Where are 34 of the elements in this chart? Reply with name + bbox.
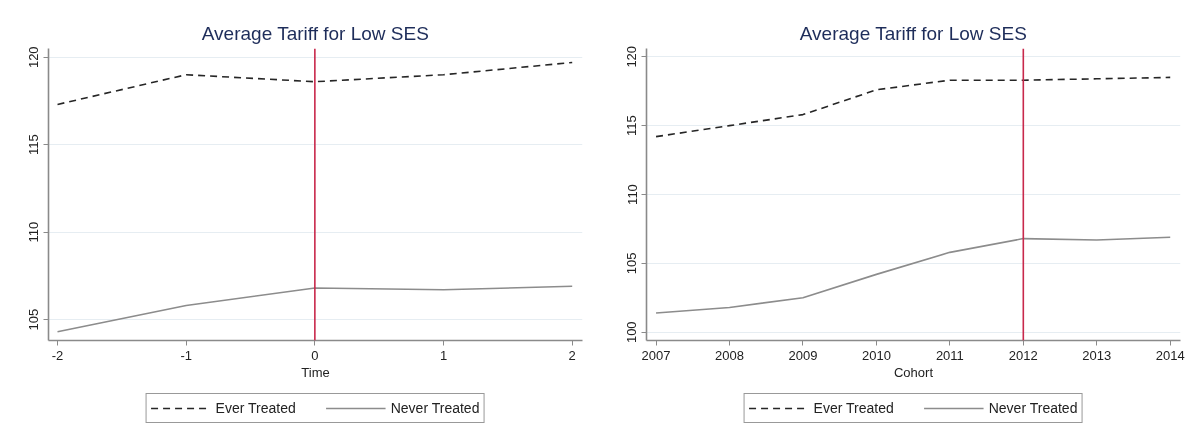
line-series	[655, 236, 1172, 314]
line-series	[56, 61, 574, 106]
y-tick-label: 105	[26, 308, 42, 331]
y-tick-label: 105	[624, 252, 640, 275]
y-tick-label: 100	[624, 321, 640, 344]
chart-title: Average Tariff for Low SES	[201, 22, 429, 44]
x-tick-label: 2013	[1082, 347, 1112, 363]
y-tick-label: 115	[26, 134, 42, 156]
y-tick-label: 110	[26, 221, 42, 243]
x-tick-label: 2011	[935, 347, 964, 363]
line-series	[655, 76, 1172, 138]
x-tick-label: 2010	[861, 347, 891, 363]
x-tick-label: -2	[51, 347, 64, 363]
legend-label: Ever Treated	[813, 399, 894, 416]
x-tick-label: -1	[180, 347, 192, 363]
legend-label: Never Treated	[988, 399, 1078, 416]
x-tick-label: 1	[439, 347, 448, 363]
x-tick-label: 2014	[1155, 347, 1185, 363]
x-tick-label: 2009	[788, 347, 818, 363]
x-tick-label: 2	[568, 347, 576, 363]
x-tick-label: 2007	[641, 347, 671, 363]
line-series	[56, 285, 574, 333]
x-axis-title: Cohort	[893, 364, 934, 380]
x-tick-label: 2008	[715, 347, 744, 363]
legend-label: Ever Treated	[215, 399, 296, 416]
chart-title: Average Tariff for Low SES	[799, 22, 1027, 44]
y-tick-label: 115	[624, 115, 640, 136]
y-tick-label: 120	[624, 45, 640, 68]
x-tick-label: 0	[311, 347, 319, 363]
x-axis-title: Time	[301, 364, 330, 380]
y-tick-label: 120	[26, 46, 42, 69]
legend-label: Never Treated	[390, 399, 480, 416]
x-tick-label: 2012	[1008, 347, 1038, 363]
y-tick-label: 110	[624, 184, 640, 205]
